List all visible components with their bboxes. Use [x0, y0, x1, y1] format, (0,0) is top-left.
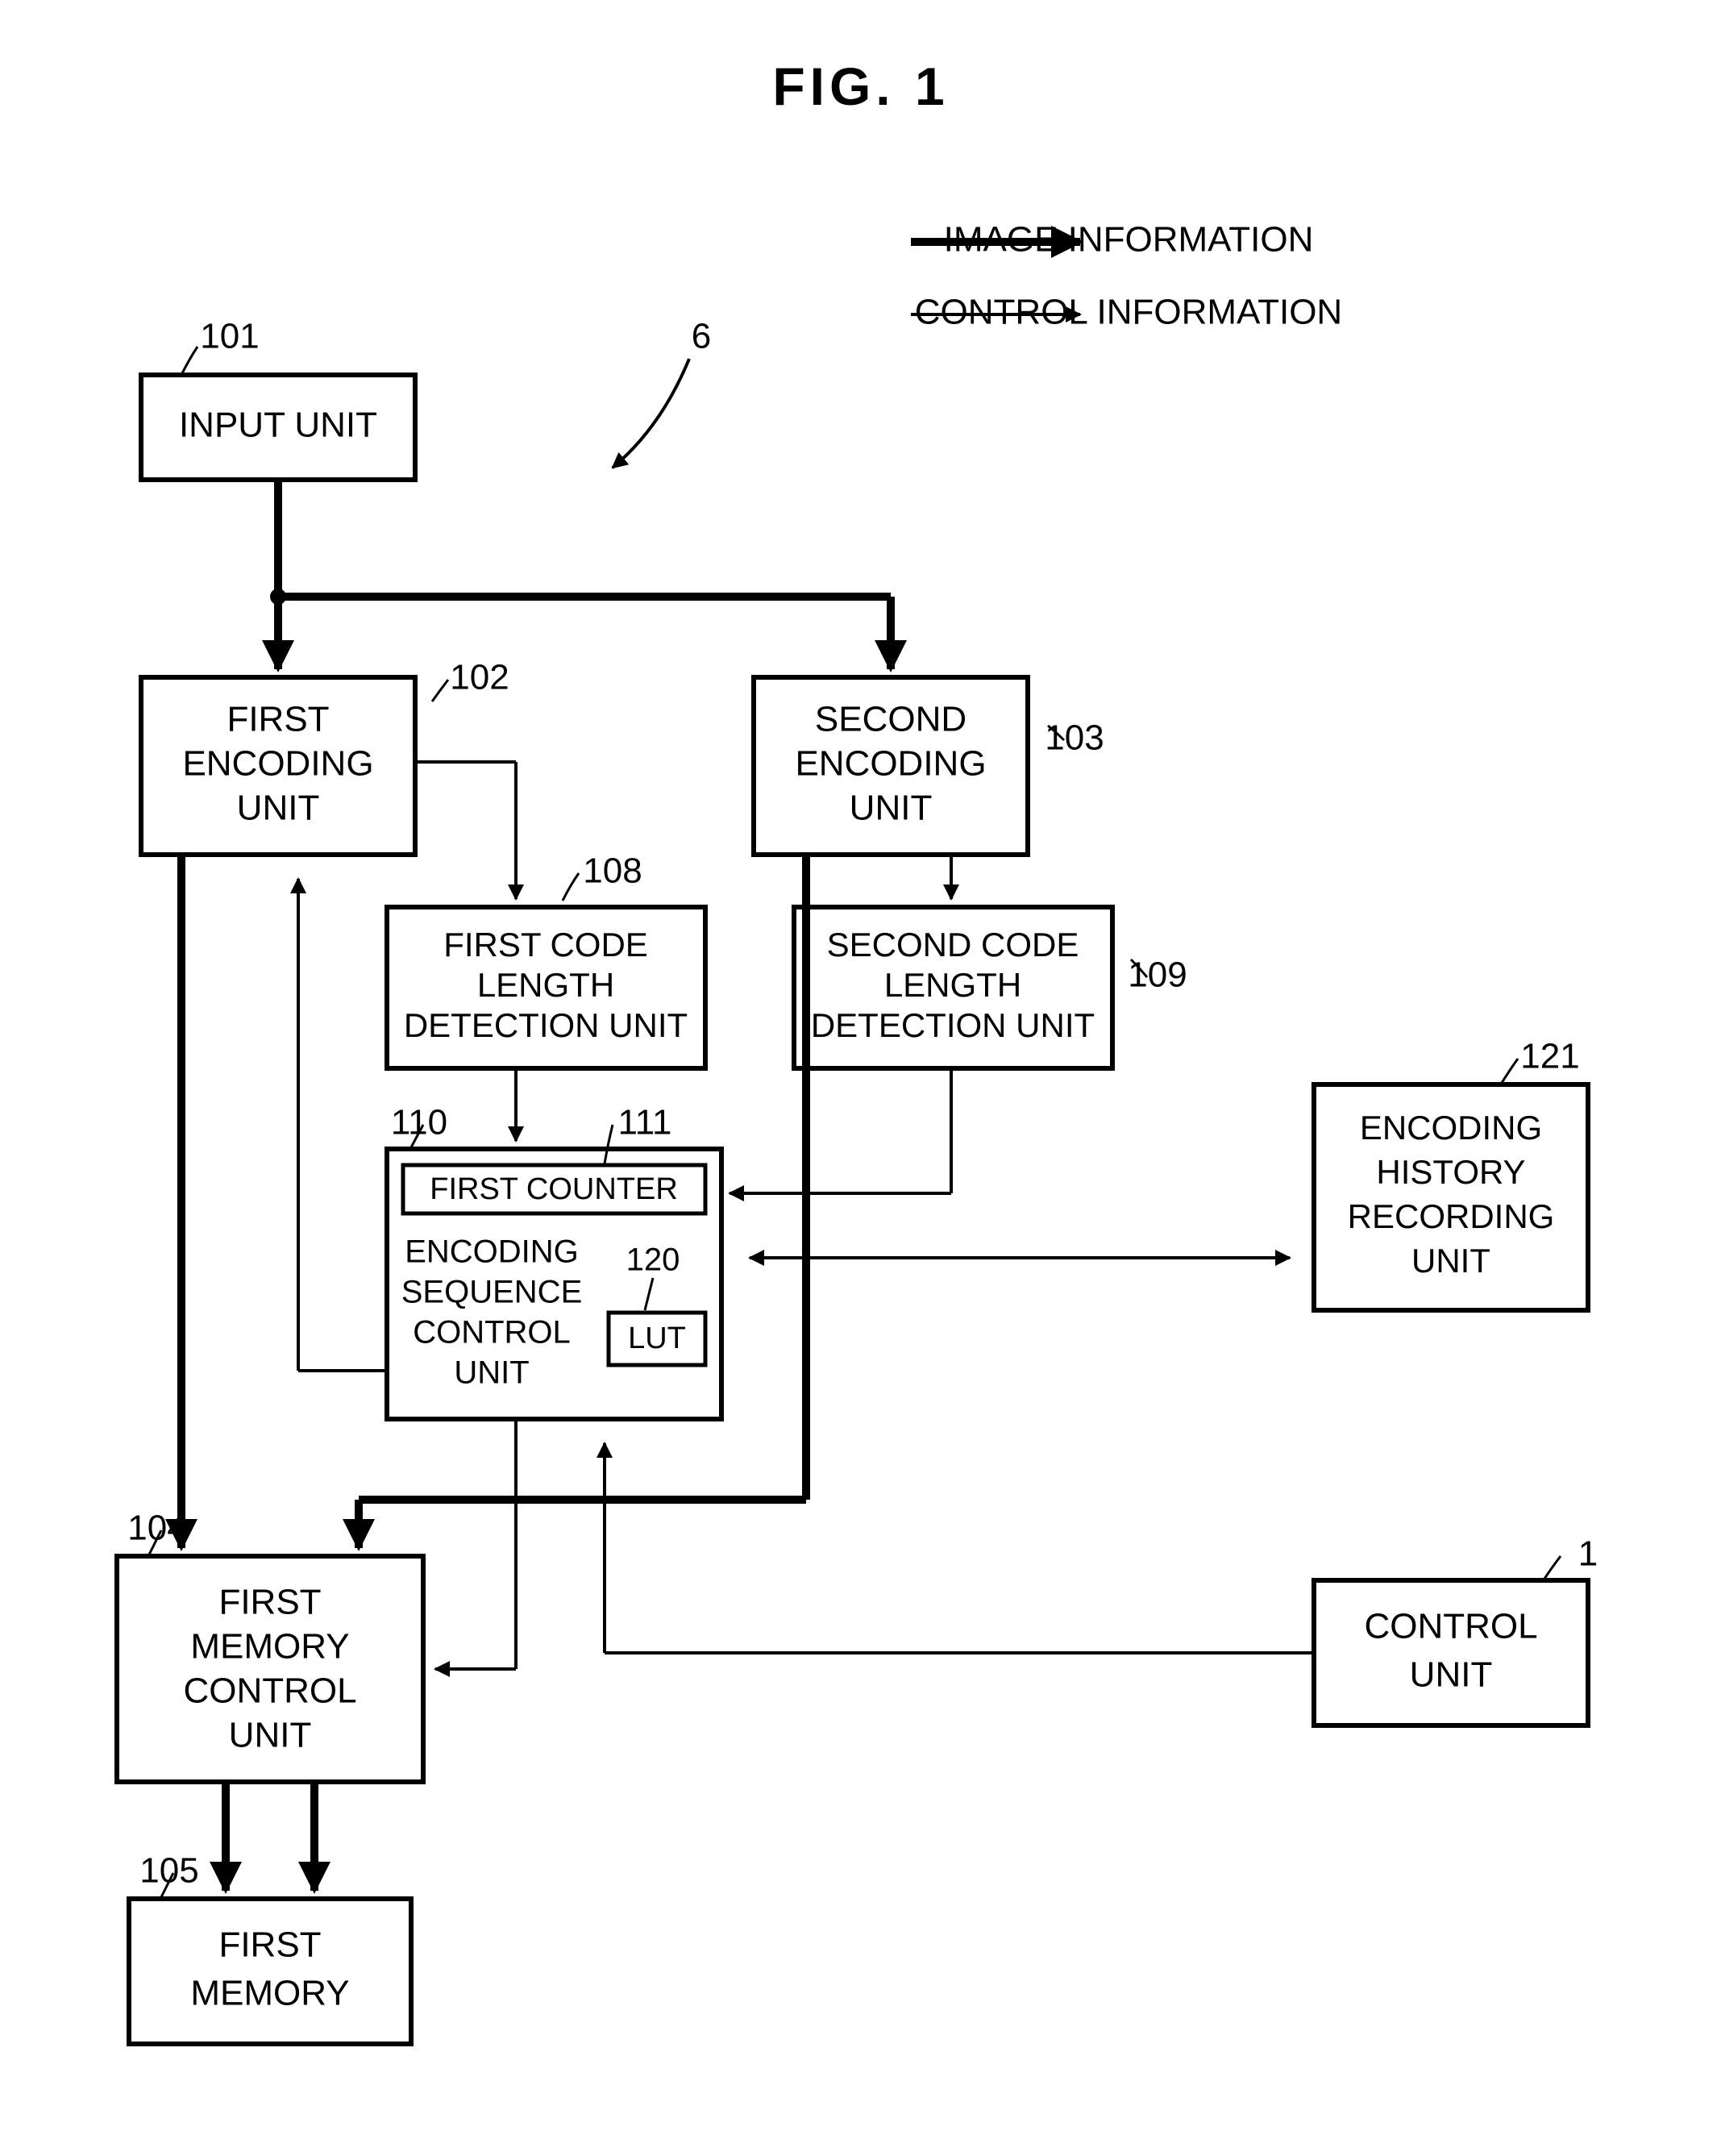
ref-111: 111: [618, 1103, 672, 1143]
fmc-l1: FIRST: [218, 1583, 321, 1622]
second-encoding-block: SECOND ENCODING UNIT: [754, 677, 1028, 855]
hist-l2: HISTORY: [1376, 1153, 1525, 1191]
second-code-len-block: SECOND CODE LENGTH DETECTION UNIT: [794, 907, 1112, 1068]
esc-l1: ENCODING: [405, 1234, 579, 1270]
figure-title: FIG. 1: [772, 56, 949, 116]
ref-108: 108: [583, 851, 642, 891]
second-enc-l3: UNIT: [850, 789, 933, 828]
first-enc-l1: FIRST: [227, 700, 329, 739]
ref-6-pointer: [613, 359, 689, 468]
ref-109: 109: [1128, 955, 1187, 995]
ref-102: 102: [450, 658, 509, 697]
ref-121-leader: [1502, 1059, 1518, 1083]
ref-1-leader: [1544, 1556, 1561, 1579]
esc-l3: CONTROL: [413, 1315, 571, 1351]
hist-l4: UNIT: [1411, 1242, 1490, 1280]
fmc-l3: CONTROL: [183, 1671, 356, 1711]
first-encoding-block: FIRST ENCODING UNIT: [141, 677, 415, 855]
scld-l2: LENGTH: [884, 966, 1021, 1004]
first-enc-l2: ENCODING: [182, 744, 373, 784]
second-enc-l1: SECOND: [815, 700, 967, 739]
ref-105: 105: [139, 1851, 198, 1891]
first-enc-l3: UNIT: [237, 789, 320, 828]
fmc-l2: MEMORY: [190, 1627, 349, 1667]
fcld-l1: FIRST CODE: [443, 926, 648, 964]
fm-l2: MEMORY: [190, 1974, 349, 2013]
second-enc-l2: ENCODING: [795, 744, 986, 784]
input-unit-block: INPUT UNIT: [141, 375, 415, 480]
legend: IMAGE INFORMATION CONTROL INFORMATION: [911, 220, 1342, 332]
ref-104: 104: [127, 1509, 186, 1548]
first-counter-label: FIRST COUNTER: [430, 1172, 678, 1206]
esc-l2: SEQUENCE: [401, 1275, 583, 1310]
fcld-l3: DETECTION UNIT: [404, 1006, 688, 1044]
ref-103: 103: [1045, 718, 1104, 758]
first-memory-block: FIRST MEMORY: [129, 1899, 411, 2044]
scld-l1: SECOND CODE: [827, 926, 1079, 964]
first-mem-ctrl-block: FIRST MEMORY CONTROL UNIT: [117, 1556, 423, 1782]
encoding-seq-block: FIRST COUNTER 111 ENCODING SEQUENCE CONT…: [387, 1103, 721, 1419]
hist-l3: RECORDING: [1348, 1197, 1555, 1235]
legend-control-label: CONTROL INFORMATION: [915, 293, 1342, 332]
ref-110: 110: [391, 1103, 447, 1143]
history-block: ENCODING HISTORY RECORDING UNIT: [1314, 1084, 1588, 1310]
cu-l2: UNIT: [1410, 1655, 1493, 1695]
ref-6: 6: [692, 317, 711, 356]
control-unit-block: CONTROL UNIT: [1314, 1580, 1588, 1725]
ref-120: 120: [626, 1242, 680, 1278]
legend-image-label: IMAGE INFORMATION: [944, 220, 1314, 260]
ref-121: 121: [1520, 1037, 1579, 1076]
ref-101-leader: [181, 347, 197, 375]
hist-l1: ENCODING: [1360, 1109, 1542, 1147]
fmc-l4: UNIT: [229, 1716, 312, 1755]
fm-l1: FIRST: [218, 1925, 321, 1965]
ref-108-leader: [563, 873, 579, 901]
ref-102-leader: [432, 680, 448, 701]
fcld-l2: LENGTH: [477, 966, 614, 1004]
input-unit-label: INPUT UNIT: [179, 406, 377, 445]
scld-l3: DETECTION UNIT: [811, 1006, 1095, 1044]
lut-label: LUT: [628, 1321, 686, 1355]
ref-101: 101: [200, 317, 259, 356]
ref-1: 1: [1578, 1534, 1598, 1574]
cu-l1: CONTROL: [1364, 1607, 1537, 1646]
esc-l4: UNIT: [454, 1355, 529, 1391]
first-code-len-block: FIRST CODE LENGTH DETECTION UNIT: [387, 907, 705, 1068]
